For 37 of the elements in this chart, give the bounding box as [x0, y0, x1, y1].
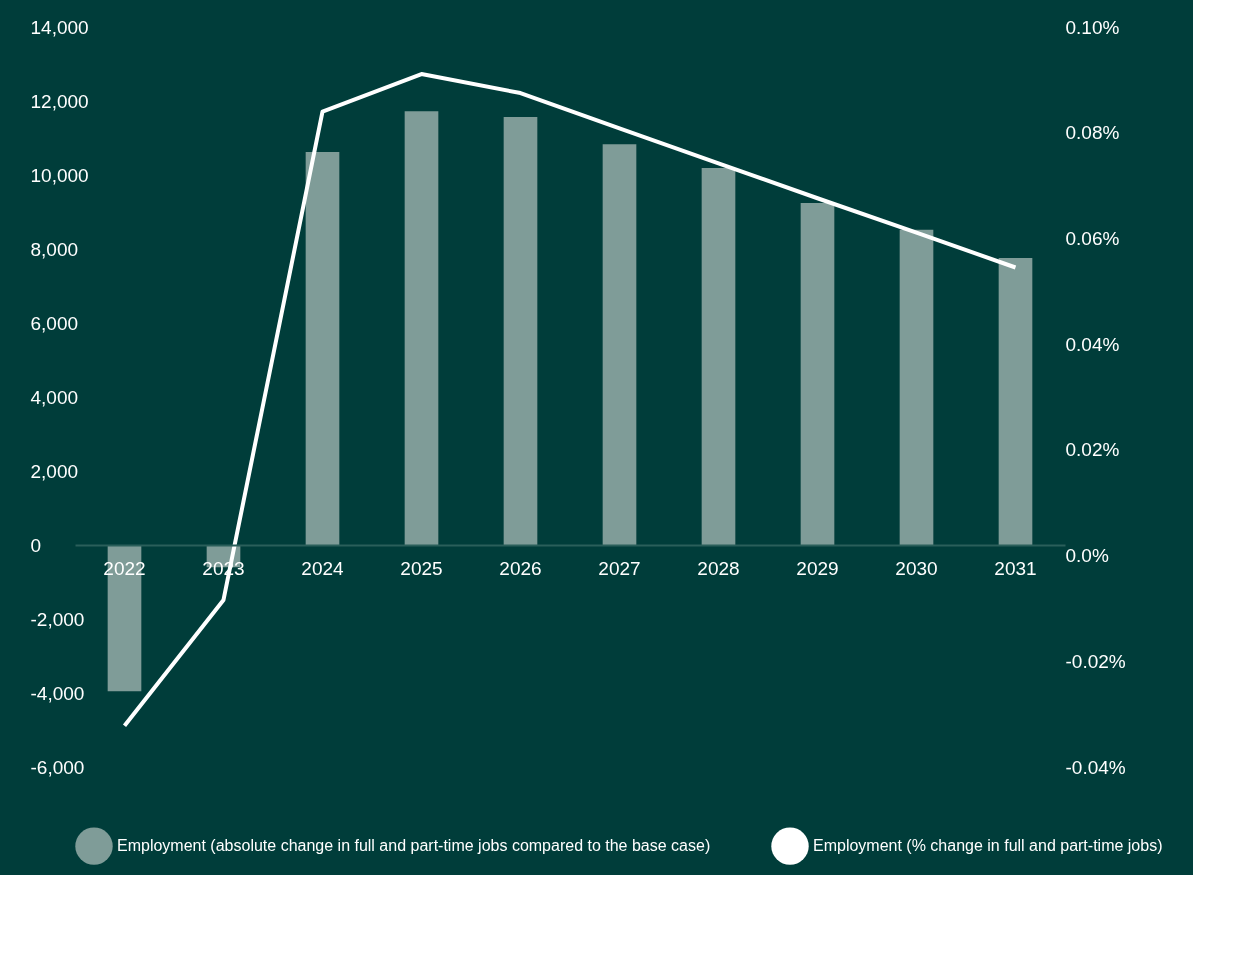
bar	[404, 111, 439, 545]
y2-tick-label: 0.06%	[1065, 227, 1120, 249]
bar	[899, 229, 934, 545]
legend-label: Employment (% change in full and part-time jobs)	[813, 837, 1163, 855]
y-tick-label: 8,000	[30, 238, 79, 260]
y-tick-label: -6,000	[30, 756, 85, 778]
y-tick-label: 4,000	[30, 386, 79, 408]
bar	[305, 152, 340, 545]
y2-tick-label: -0.04%	[1065, 756, 1126, 778]
y2-tick-label: 0.08%	[1065, 122, 1120, 144]
x-tick-label: 2028	[697, 557, 740, 579]
bar	[998, 257, 1033, 545]
bar	[503, 116, 538, 545]
x-tick-label: 2025	[400, 557, 443, 579]
bar	[602, 144, 637, 545]
x-tick-label: 2026	[499, 557, 542, 579]
x-tick-label: 2031	[994, 557, 1037, 579]
x-tick-label: 2029	[796, 557, 839, 579]
y2-tick-label: 0.02%	[1065, 439, 1120, 461]
y-tick-label: 0	[30, 534, 42, 556]
y2-tick-label: 0.0%	[1065, 545, 1109, 567]
y2-tick-label: 0.10%	[1065, 16, 1120, 38]
y-tick-label: 6,000	[30, 312, 79, 334]
y-tick-label: -2,000	[30, 608, 85, 630]
bar	[800, 203, 835, 545]
y2-tick-label: -0.02%	[1065, 650, 1126, 672]
y2-tick-label: 0.04%	[1065, 333, 1120, 355]
y-tick-label: 2,000	[30, 460, 79, 482]
bar	[701, 167, 736, 545]
y-tick-label: 10,000	[30, 164, 89, 186]
legend-label: Employment (absolute change in full and part-time jobs compared to the base case)	[117, 837, 711, 855]
y-tick-label: 12,000	[30, 90, 89, 112]
x-tick-label: 2024	[301, 557, 345, 579]
x-tick-label: 2030	[895, 557, 938, 579]
y-tick-label: -4,000	[30, 682, 85, 704]
x-tick-label: 2027	[598, 557, 641, 579]
y-tick-label: 14,000	[30, 16, 89, 38]
